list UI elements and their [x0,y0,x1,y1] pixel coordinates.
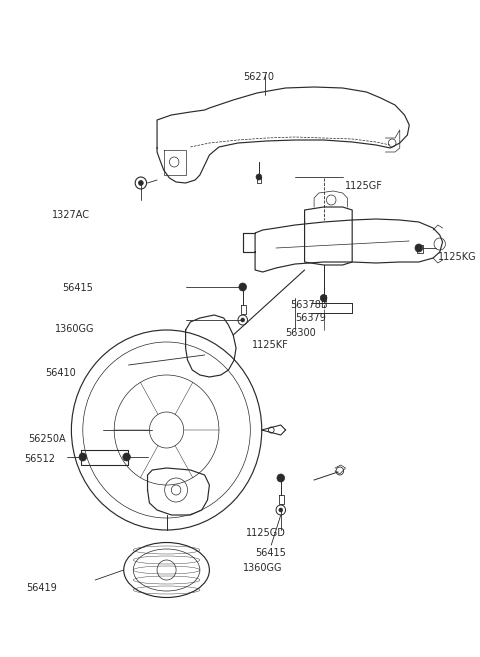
Text: 1125GD: 1125GD [246,528,286,538]
Text: 56410: 56410 [46,368,76,378]
Text: 56512: 56512 [24,454,55,464]
Text: 56415: 56415 [62,283,93,293]
Text: 1125KG: 1125KG [438,252,477,262]
Text: 1360GG: 1360GG [55,324,95,334]
Circle shape [241,318,245,322]
Circle shape [139,181,143,185]
Text: 1125GF: 1125GF [345,181,383,191]
Circle shape [256,174,262,180]
Circle shape [79,453,86,461]
Text: 56300: 56300 [286,328,316,338]
Text: 56270: 56270 [243,72,274,82]
Circle shape [239,283,247,291]
Circle shape [279,508,283,512]
Text: 1327AC: 1327AC [52,210,90,220]
Circle shape [415,244,422,252]
Text: 56379: 56379 [295,313,326,323]
Text: 56419: 56419 [27,583,58,593]
Circle shape [320,294,327,302]
Text: 1360GG: 1360GG [243,563,282,573]
Text: 56378B: 56378B [290,300,328,310]
Text: 1125KF: 1125KF [252,340,289,350]
Text: 56250A: 56250A [28,434,66,444]
Text: 56415: 56415 [255,548,286,558]
Circle shape [277,474,285,482]
Circle shape [123,453,131,461]
